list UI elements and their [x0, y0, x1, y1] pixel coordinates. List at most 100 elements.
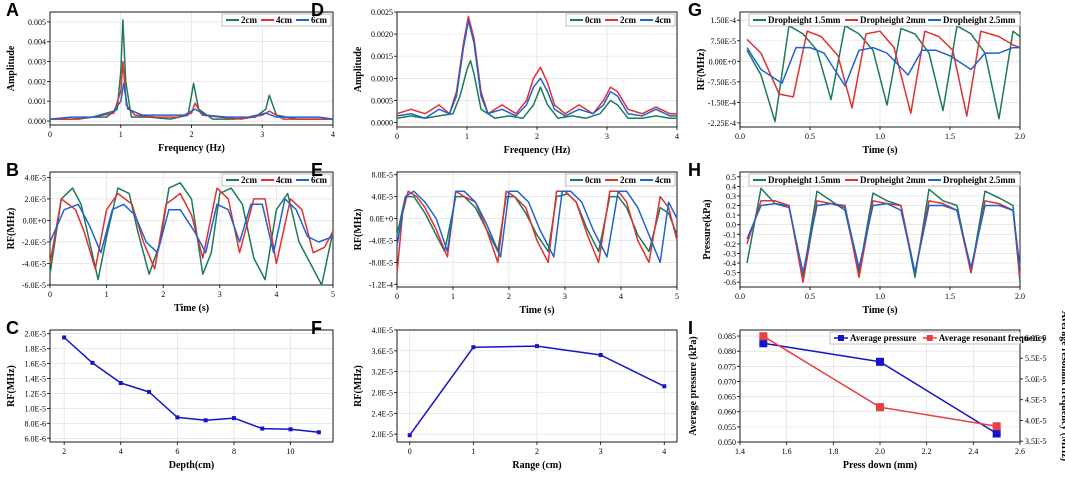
y-tick-label: 0.0E+0	[370, 215, 393, 224]
x-axis-label: Time (s)	[174, 303, 209, 314]
y-tick-label: 4.0E-5	[24, 173, 46, 182]
x-tick-label: 1.0	[875, 132, 885, 141]
panel-e: E 0 1 2 3 4 5 -1.2E-4 -8.0E-5 -4.0E-5 0.0E+0 4.0E-5…	[311, 160, 679, 316]
y-tick-label: 0.1	[726, 211, 736, 220]
series-line	[746, 30, 1021, 117]
x-axis-label: Time (s)	[862, 145, 897, 156]
x-tick-label: 0	[395, 292, 399, 301]
y-tick-label: 2.0E-5	[371, 430, 393, 439]
x-tick-label: 0	[48, 290, 52, 299]
y-tick-label: 0.075	[718, 362, 736, 371]
series-line	[746, 200, 1021, 283]
series-line	[49, 182, 334, 286]
y-tick-label: 0.050	[718, 438, 736, 447]
y2-tick-label: 6.0E-5	[1025, 333, 1047, 342]
series-line	[49, 187, 334, 270]
series-average-resonant-frequency	[759, 332, 1001, 431]
x-tick-label: 6	[175, 447, 179, 456]
x-tick-label: 5	[331, 290, 335, 299]
y-axis-label: RF(MHz)	[6, 208, 17, 250]
y-tick-label: -4.0E-5	[22, 259, 46, 268]
plot-frame	[49, 329, 334, 443]
y-tick-label: 0.4	[726, 182, 736, 191]
data-point	[759, 332, 768, 341]
x-tick-label: 2.4	[968, 447, 978, 456]
x-tick-label: 2.6	[1015, 447, 1025, 456]
y-tick-label: 4.0E-5	[371, 326, 393, 335]
x-tick-label: 0.0	[735, 292, 745, 301]
legend-label: 4cm	[276, 15, 292, 25]
series-4cm	[49, 187, 334, 270]
y-tick-label: -0.2	[723, 240, 736, 249]
series-line	[49, 82, 334, 120]
x-tick-label: 2	[190, 130, 194, 139]
x-tick-label: 2	[62, 447, 66, 456]
series-line	[396, 190, 678, 264]
data-point	[876, 357, 884, 366]
y-tick-label: 1.0E-5	[24, 404, 46, 413]
y-tick-label: 0.070	[718, 377, 736, 386]
x-tick-label: 2	[535, 447, 539, 456]
y-tick-label: -0.3	[723, 249, 736, 258]
legend-label: 4cm	[655, 15, 671, 25]
series-2cm	[49, 182, 334, 286]
data-point	[992, 429, 1001, 438]
y-tick-label: 0.001	[28, 97, 46, 106]
x-tick-label: 2.0	[1015, 132, 1025, 141]
x-tick-label: 1	[465, 132, 469, 141]
y2-tick-label: 3.5E-5	[1025, 437, 1047, 446]
y-tick-label: -1.2E-4	[369, 280, 393, 289]
legend: 0cm 2cm 4cm	[565, 173, 676, 187]
series-line	[396, 190, 678, 274]
panel-c: C 2 4 6 8 10 6.0E-6 8.0E-6 1.0E-5 1.2E-5 1.4E-5 1.6…	[6, 318, 334, 471]
y-tick-label: 4.0E-5	[371, 193, 393, 202]
panel-b: B 0 1 2 3 4 5 -6.0E-5 -4.0E-5 -2.0E-5 0.0E+0 2.0E-5…	[6, 160, 335, 314]
y-tick-label: -0.5	[723, 269, 736, 278]
x-tick-label: 4	[331, 130, 335, 139]
x-tick-label: 3	[563, 292, 567, 301]
y-axis-label: RF(MHz)	[353, 365, 364, 407]
legend-label: 6cm	[311, 15, 327, 25]
y-axis-label: Pressure(kPa)	[702, 199, 713, 259]
series-4cm	[396, 190, 678, 264]
y-tick-label: 0.065	[718, 393, 736, 402]
y-tick-label: -0.4	[723, 259, 736, 268]
series-6cm	[49, 198, 334, 254]
x-tick-label: 2	[507, 292, 511, 301]
y-tick-label: -0.1	[723, 230, 736, 239]
x-tick-label: 3	[599, 447, 603, 456]
legend-label: 2cm	[241, 15, 257, 25]
series-line	[396, 59, 677, 119]
y-axis-label: RF(MHz)	[696, 49, 707, 91]
y-tick-label: 0.0020	[371, 30, 393, 39]
series-dropheight-2mm	[746, 200, 1021, 283]
x-tick-label: 3	[218, 290, 222, 299]
data-point	[260, 426, 265, 431]
series-rf	[62, 335, 321, 435]
x-tick-label: 4	[662, 447, 666, 456]
legend-label: 0cm	[585, 175, 601, 185]
series-line	[746, 202, 1021, 274]
x-axis-label: Time (s)	[519, 305, 554, 316]
y-tick-label: 3.6E-5	[371, 347, 393, 356]
y-tick-label: 2.4E-5	[371, 409, 393, 418]
x-tick-label: 1.8	[828, 447, 838, 456]
legend-label: Dropheight 2.5mm	[943, 15, 1016, 25]
legend-label: 4cm	[655, 175, 671, 185]
x-tick-label: 0	[408, 447, 412, 456]
legend: 0cm 2cm 4cm	[565, 13, 676, 27]
data-point	[203, 418, 208, 423]
y-tick-label: 0.0005	[371, 96, 393, 105]
legend-label: 0cm	[585, 15, 601, 25]
series-average-pressure	[759, 339, 1001, 438]
y-tick-label: 0.060	[718, 408, 736, 417]
y-axis-label: Average pressure (kPa)	[688, 336, 699, 435]
plot-frame	[739, 11, 1021, 128]
panel-f: F 0 1 2 3 4 2.0E-5 2.4E-5 2.8E-5 3.2E-5 3.6E-5 4.0E…	[311, 318, 678, 471]
data-point	[407, 433, 412, 438]
y-tick-label: 0.3	[726, 192, 736, 201]
data-point	[876, 403, 884, 412]
legend-box	[221, 13, 332, 27]
series-6cm	[49, 82, 334, 120]
